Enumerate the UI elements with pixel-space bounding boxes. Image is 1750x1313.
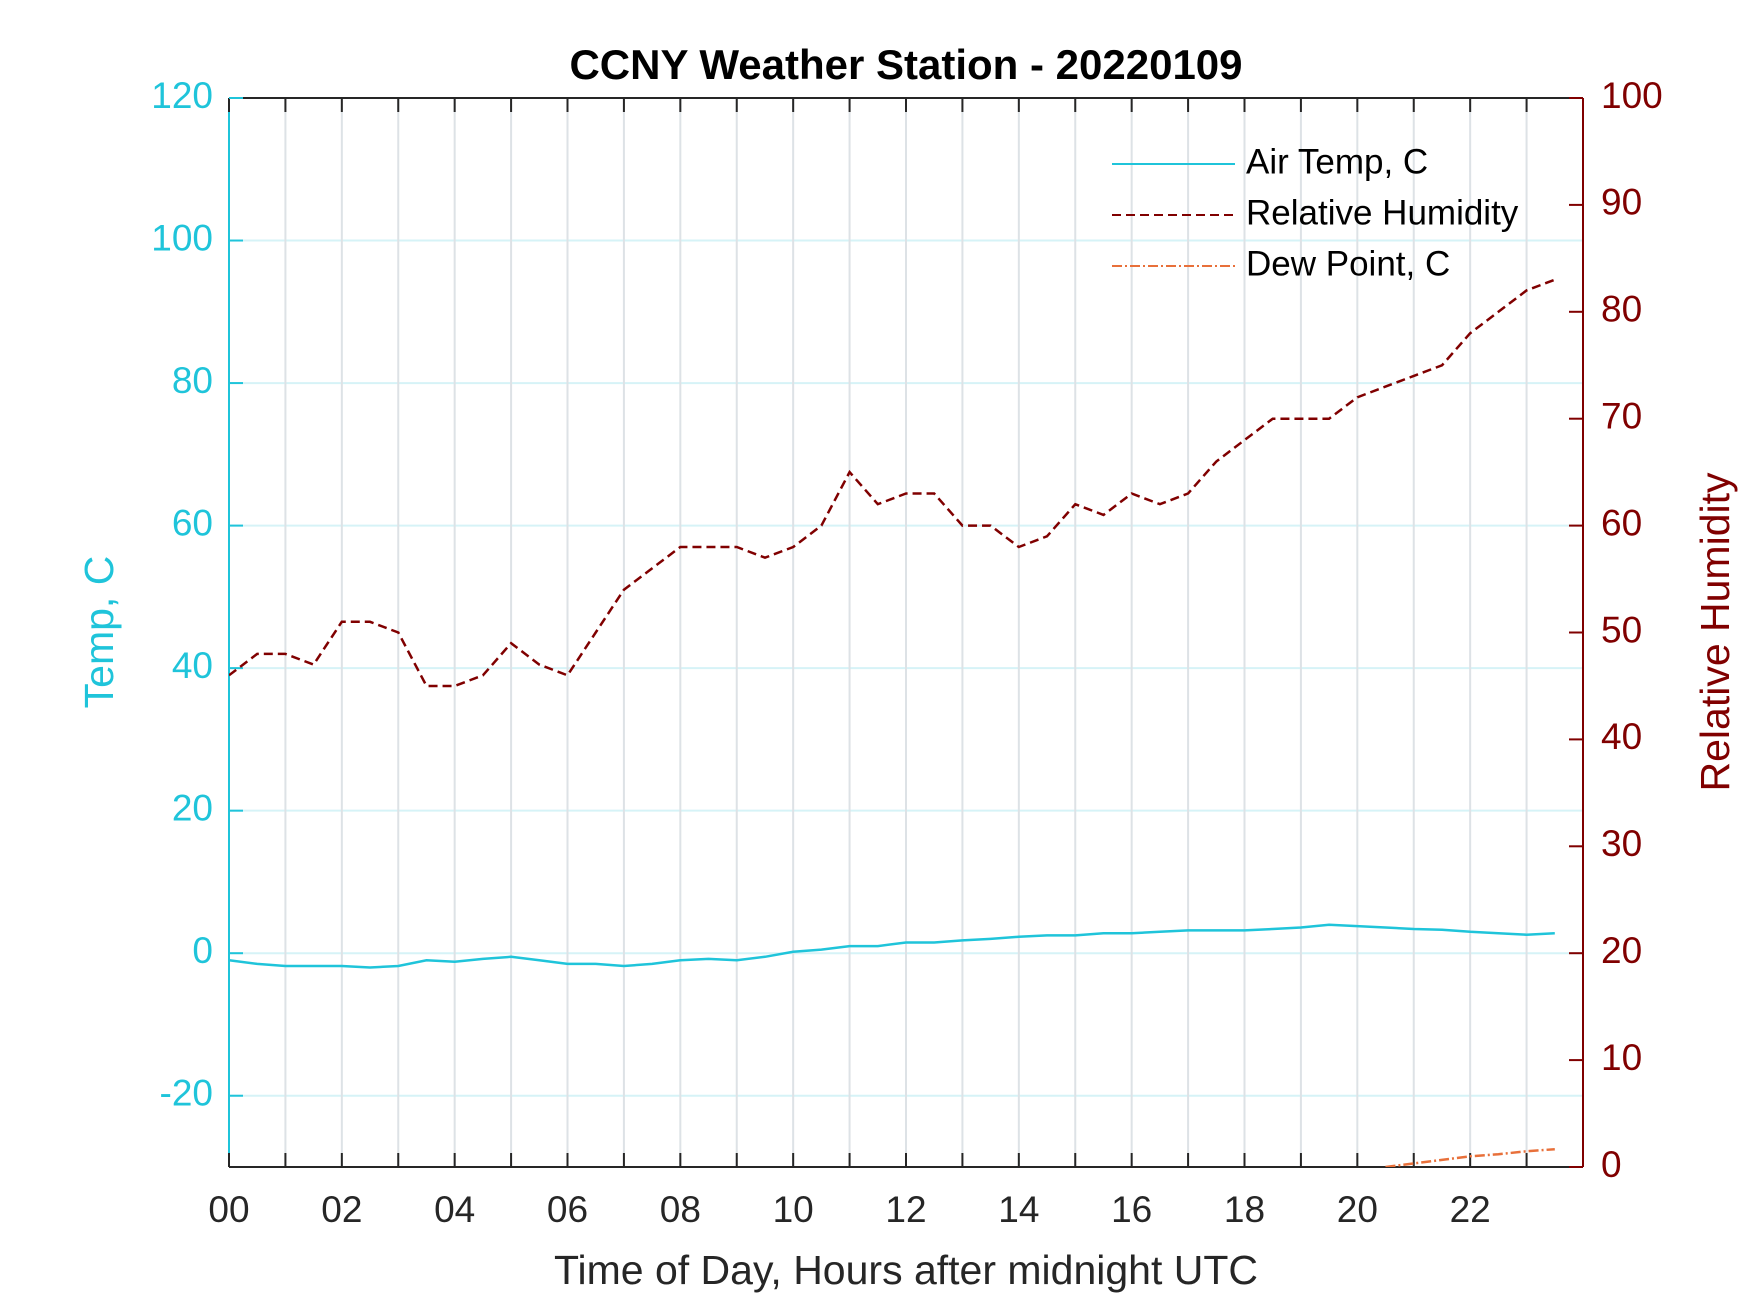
y-tick-label: 80 <box>172 360 213 401</box>
data-line <box>229 923 1555 969</box>
x-tick-label: 16 <box>1111 1189 1152 1230</box>
y2-tick-label: 40 <box>1601 716 1642 757</box>
y-tick-label: 0 <box>192 930 213 971</box>
y2-tick-label: 30 <box>1601 823 1642 864</box>
x-axis-label: Time of Day, Hours after midnight UTC <box>554 1247 1258 1293</box>
y2-tick-label: 20 <box>1601 930 1642 971</box>
legend-label: Relative Humidity <box>1246 193 1519 232</box>
x-tick-label: 02 <box>321 1189 362 1230</box>
legend-label: Air Temp, C <box>1246 142 1428 181</box>
y2-tick-label: 50 <box>1601 609 1642 650</box>
x-tick-label: 14 <box>998 1189 1039 1230</box>
x-tick-label: 12 <box>885 1189 926 1230</box>
x-tick-label: 08 <box>660 1189 701 1230</box>
y2-tick-label: 0 <box>1601 1144 1622 1185</box>
y-tick-label: 120 <box>151 75 213 116</box>
data-line <box>229 278 1556 688</box>
chart-title: CCNY Weather Station - 20220109 <box>569 41 1242 88</box>
data-line <box>1385 1147 1555 1167</box>
x-tick-label: 04 <box>434 1189 475 1230</box>
x-tick-label: 22 <box>1450 1189 1491 1230</box>
plot-area <box>229 278 1556 1167</box>
y-tick-label: 100 <box>151 217 213 258</box>
x-tick-label: 20 <box>1337 1189 1378 1230</box>
y-tick-label: 40 <box>172 645 213 686</box>
y-tick-label: -20 <box>160 1073 213 1114</box>
x-tick-label: 10 <box>773 1189 814 1230</box>
y2-tick-label: 10 <box>1601 1037 1642 1078</box>
y2-tick-label: 90 <box>1601 182 1642 223</box>
y2-tick-label: 80 <box>1601 289 1642 330</box>
legend-label: Dew Point, C <box>1246 244 1450 283</box>
y-tick-label: 60 <box>172 502 213 543</box>
y2-tick-label: 100 <box>1601 75 1663 116</box>
x-tick-label: 06 <box>547 1189 588 1230</box>
y2-tick-label: 60 <box>1601 502 1642 543</box>
y-axis-label: Temp, C <box>76 556 122 709</box>
y2-tick-label: 70 <box>1601 395 1642 436</box>
y-tick-label: 20 <box>172 787 213 828</box>
y2-axis-label: Relative Humidity <box>1692 472 1738 791</box>
x-tick-label: 18 <box>1224 1189 1265 1230</box>
x-tick-label: 00 <box>208 1189 249 1230</box>
